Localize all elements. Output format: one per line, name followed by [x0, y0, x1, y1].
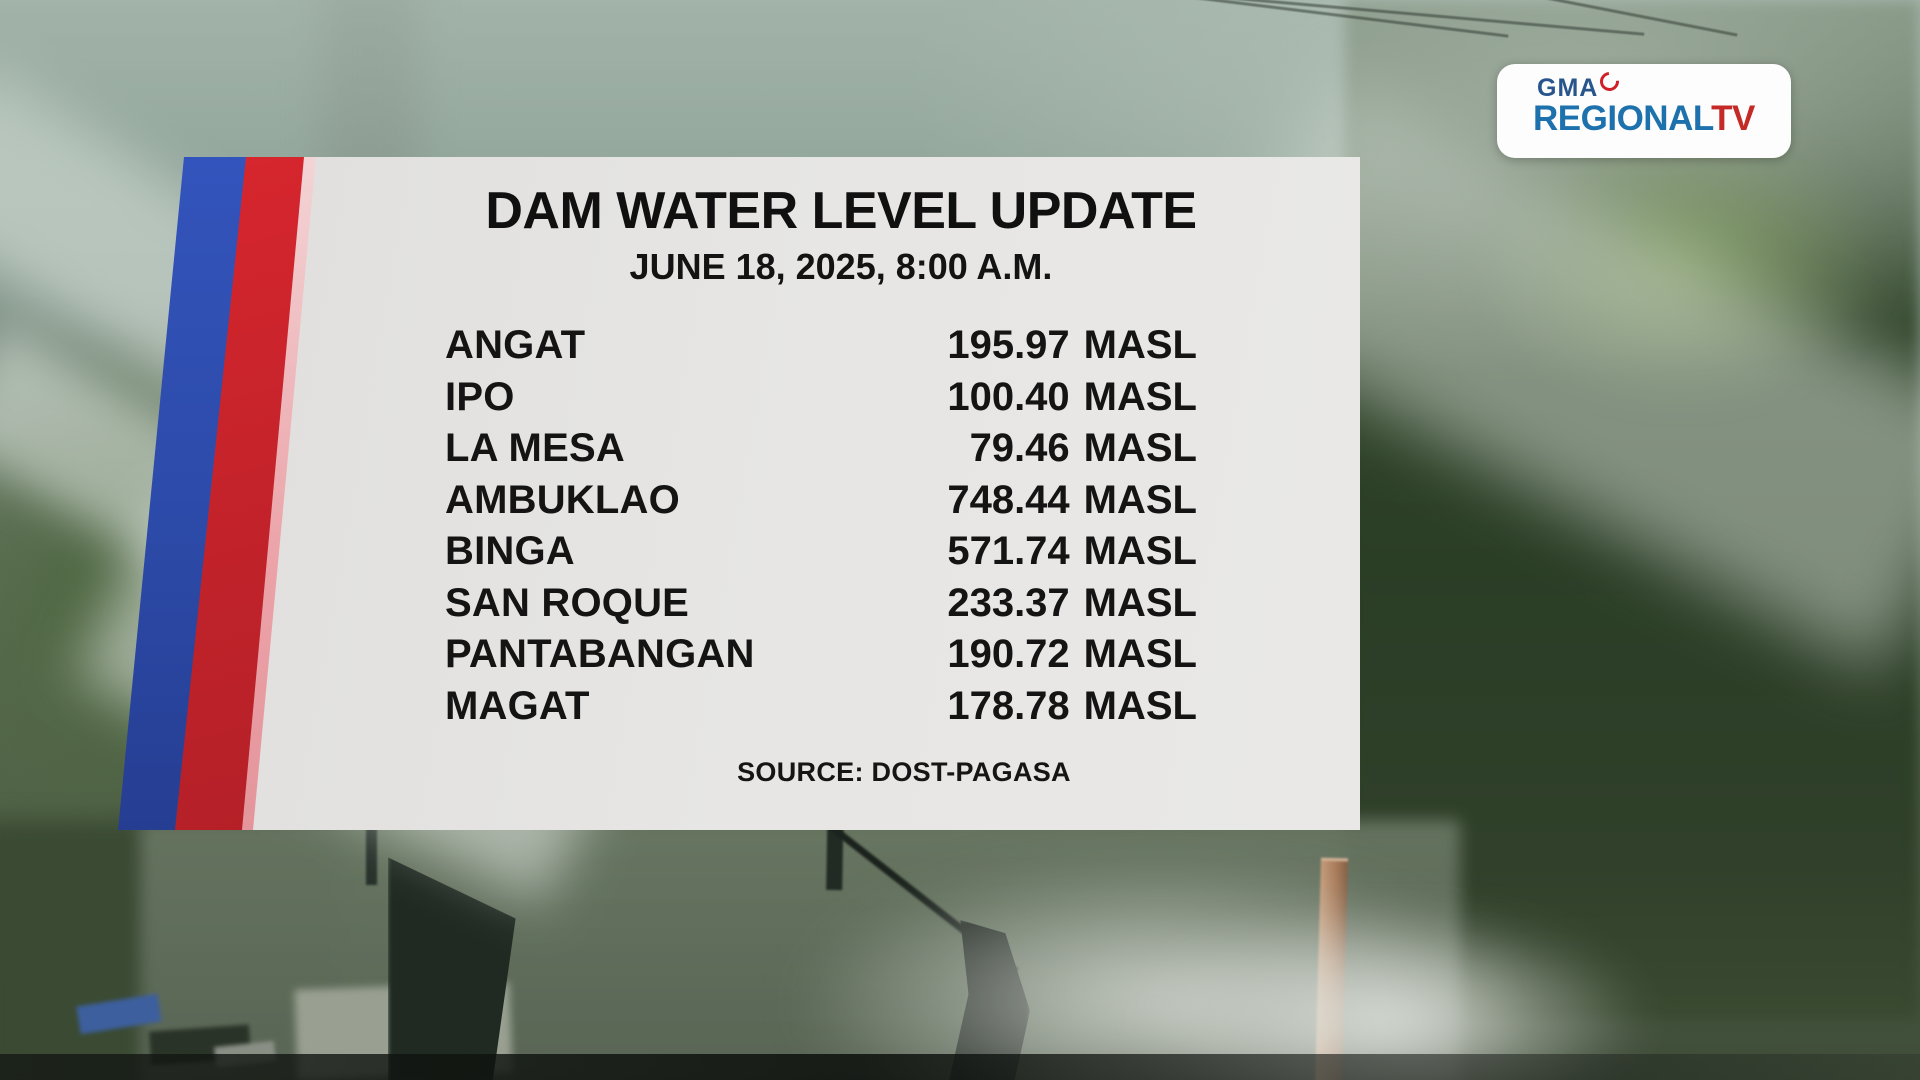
table-row: SAN ROQUE 233.37 MASL	[445, 578, 1197, 630]
table-row: ANGAT 195.97 MASL	[445, 320, 1197, 372]
smoke-plume	[1130, 910, 1650, 1080]
dam-level: 571.74 MASL	[947, 529, 1197, 574]
gma-wordmark-row: GMA	[1537, 68, 1624, 102]
table-row: MAGAT 178.78 MASL	[445, 681, 1197, 733]
dam-name: ANGAT	[445, 323, 586, 368]
tv-wordmark: TV	[1711, 99, 1755, 138]
regional-wordmark: REGIONAL	[1533, 99, 1712, 138]
table-row: IPO 100.40 MASL	[445, 372, 1197, 424]
dam-name: SAN ROQUE	[445, 580, 690, 625]
dam-level: 79.46 MASL	[969, 426, 1197, 471]
dam-level: 233.37 MASL	[947, 580, 1197, 625]
table-row: LA MESA 79.46 MASL	[445, 423, 1197, 475]
dam-update-card: DAM WATER LEVEL UPDATE JUNE 18, 2025, 8:…	[100, 157, 1360, 830]
dam-name: IPO	[445, 374, 515, 419]
dam-name: BINGA	[445, 529, 575, 574]
card-content: DAM WATER LEVEL UPDATE JUNE 18, 2025, 8:…	[324, 157, 1358, 830]
table-row: BINGA 571.74 MASL	[445, 526, 1197, 578]
source-label: SOURCE: DOST-PAGASA	[737, 757, 1071, 787]
gma-regional-tv-logo: GMA REGIONALTV	[1497, 64, 1791, 158]
dam-table: ANGAT 195.97 MASL IPO 100.40 MASL LA MESA …	[445, 320, 1197, 732]
dam-level: 178.78 MASL	[947, 683, 1197, 728]
card-date: JUNE 18, 2025, 8:00 A.M.	[629, 246, 1053, 287]
dam-level: 748.44 MASL	[947, 477, 1197, 522]
dam-level: 195.97 MASL	[947, 323, 1197, 368]
bottom-dark-strip	[0, 1054, 1920, 1080]
card-body	[253, 157, 1360, 830]
dam-name: MAGAT	[445, 683, 590, 728]
dam-name: AMBUKLAO	[445, 477, 680, 522]
gma-heart-icon	[1596, 68, 1624, 95]
dam-name: PANTABANGAN	[445, 632, 755, 677]
card-title: DAM WATER LEVEL UPDATE	[485, 182, 1197, 240]
dam-level: 100.40 MASL	[947, 374, 1197, 419]
table-row: AMBUKLAO 748.44 MASL	[445, 475, 1197, 527]
dam-name: LA MESA	[445, 426, 625, 471]
gma-wordmark: GMA	[1537, 74, 1599, 102]
dam-level: 190.72 MASL	[947, 632, 1197, 677]
regional-tv-wordmark: REGIONALTV	[1533, 99, 1755, 139]
table-row: PANTABANGAN 190.72 MASL	[445, 629, 1197, 681]
